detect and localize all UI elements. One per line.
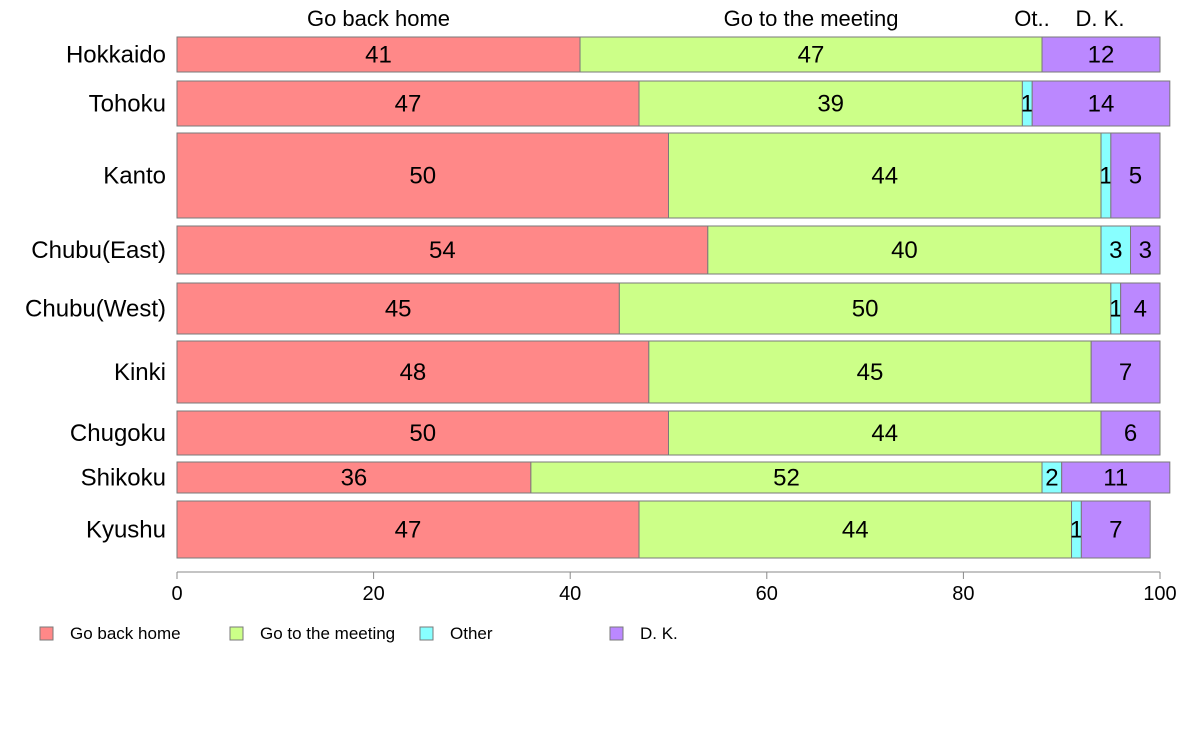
bar-value-label: 14 [1088,91,1115,118]
region-label: Chubu(East) [31,237,166,264]
bar-value-label: 47 [798,42,825,69]
x-tick-label: 40 [559,583,581,605]
bar-value-label: 47 [395,517,422,544]
bar-value-label: 36 [341,465,368,492]
bar-value-label: 3 [1109,237,1122,264]
bar-value-label: 5 [1129,163,1142,190]
bar-segment [176,36,581,73]
segment-header-label: Ot.. [1014,6,1049,31]
bar-value-label: 44 [871,420,898,447]
bar-segment [1090,340,1161,404]
bar-value-label: 1 [1070,517,1083,544]
bar-segment [1080,500,1151,559]
bar-segment [579,36,1043,73]
bar-segment [176,340,650,404]
bar-segment [618,282,1112,335]
bar-value-label: 48 [400,359,427,386]
bar-segment [176,225,709,275]
x-tick-label: 60 [756,583,778,605]
legend-label: Other [450,624,493,643]
bar-value-label: 50 [409,163,436,190]
bar-segment [176,461,532,494]
bar-value-label: 2 [1045,465,1058,492]
bar-value-label: 1 [1099,163,1112,190]
bar-value-label: 1 [1109,296,1122,323]
bar-segment [668,410,1102,456]
region-label: Chubu(West) [25,296,166,323]
bar-segment [176,282,620,335]
region-label: Hokkaido [66,42,166,69]
legend-label: D. K. [640,624,678,643]
bar-segment [1061,461,1171,494]
bar-segment [1130,225,1161,275]
bar-value-label: 45 [385,296,412,323]
legend-swatch [39,626,54,641]
bar-segment [176,500,640,559]
bar-segment [1110,132,1161,219]
bar-segment [648,340,1092,404]
bar-value-label: 7 [1109,517,1122,544]
bar-segment [707,225,1102,275]
region-labels: Hokkaido Tohoku Kanto Chubu(East) Chubu(West… [25,42,166,544]
legend-label: Go back home [70,624,181,643]
bar-value-label: 12 [1088,42,1115,69]
x-tick-label: 0 [171,583,182,605]
x-axis: 0 20 40 60 80 100 [171,571,1177,605]
bar-value-label: 45 [857,359,884,386]
segment-header-label: D. K. [1076,6,1125,31]
x-tick-label: 20 [362,583,384,605]
bar-segment [638,80,1023,127]
bar-value-label: 54 [429,237,456,264]
region-label: Kyushu [86,517,166,544]
segment-header-label: Go back home [307,6,450,31]
bar-value-label: 52 [773,465,800,492]
bar-value-label: 44 [871,163,898,190]
bar-value-label: 6 [1124,420,1137,447]
region-label: Chugoku [70,420,166,447]
bar-segment [176,132,669,219]
x-tick-label: 80 [952,583,974,605]
bar-value-label: 11 [1103,465,1128,492]
region-label: Kanto [103,163,166,190]
bar-segment [1041,36,1161,73]
top-segment-labels: Go back home Go to the meeting Ot.. D. K. [307,6,1124,31]
bar-segment [176,410,669,456]
bar-segment [1031,80,1171,127]
bar-segment [176,80,640,127]
bar-value-label: 50 [852,296,879,323]
legend: Go back home Go to the meeting Other D. K. [39,624,678,643]
x-tick-label: 100 [1143,583,1176,605]
region-label: Tohoku [89,91,166,118]
bar-segment [668,132,1102,219]
bar-value-label: 39 [817,91,844,118]
segment-header-label: Go to the meeting [724,6,899,31]
bar-value-label: 7 [1119,359,1132,386]
bar-value-label: 4 [1134,296,1147,323]
bar-value-label: 44 [842,517,869,544]
bar-value-label: 3 [1139,237,1152,264]
legend-swatch [609,626,624,641]
legend-swatch [229,626,244,641]
bar-value-label: 50 [409,420,436,447]
bar-value-label: 47 [395,91,422,118]
bar-segment [1100,225,1132,275]
region-label: Shikoku [81,465,166,492]
bar-segment [1100,410,1161,456]
legend-swatch [419,626,434,641]
bar-value-label: 1 [1021,91,1034,118]
bar-value-label: 41 [365,42,392,69]
bar-segment [1120,282,1161,335]
region-label: Kinki [114,359,166,386]
bar-segment [530,461,1043,494]
bar-value-label: 40 [891,237,918,264]
legend-label: Go to the meeting [260,624,395,643]
